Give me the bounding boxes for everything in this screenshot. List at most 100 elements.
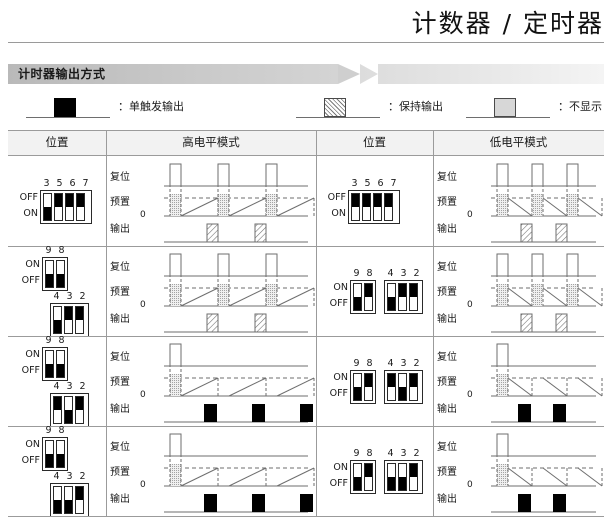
dip-switch-4[interactable] bbox=[387, 463, 396, 491]
dip-knob bbox=[76, 397, 83, 410]
waveform-label-preset: 预置 bbox=[437, 467, 457, 478]
dip-switch-7[interactable] bbox=[76, 193, 85, 221]
legend: ：单触发输出 ：保持输出 ：不显示 bbox=[8, 92, 604, 122]
dip-number: 2 bbox=[413, 448, 420, 459]
dip-switch-4[interactable] bbox=[53, 486, 62, 514]
dip-knob bbox=[410, 464, 417, 477]
dip-body bbox=[50, 483, 89, 517]
waveform-zero-marker: 0 bbox=[467, 390, 473, 400]
dip-switch-2[interactable] bbox=[409, 463, 418, 491]
dip-switch-4[interactable] bbox=[387, 283, 396, 311]
dip-label-bottom: OFF bbox=[21, 455, 40, 466]
dip-switch-8[interactable] bbox=[56, 440, 65, 468]
dip-switch-9[interactable] bbox=[353, 283, 362, 311]
dip-switch-3[interactable] bbox=[398, 373, 407, 401]
dip-switch-5[interactable] bbox=[54, 193, 63, 221]
dip-number: 3 bbox=[66, 381, 73, 392]
row-divider bbox=[106, 426, 107, 516]
dip-switch-7[interactable] bbox=[384, 193, 393, 221]
dip-switch-9[interactable] bbox=[45, 440, 54, 468]
dip-switch-8[interactable] bbox=[56, 350, 65, 378]
dip-switch-2[interactable] bbox=[75, 306, 84, 334]
dip-switch-3[interactable] bbox=[64, 486, 73, 514]
dip-switch-3[interactable] bbox=[398, 463, 407, 491]
row-divider bbox=[106, 246, 107, 336]
waveform-zero-marker: 0 bbox=[140, 480, 146, 490]
low-r1-dip-assembly: ON OFF 9 8 4 3 2 bbox=[330, 268, 423, 314]
waveform-label-reset: 复位 bbox=[110, 172, 130, 183]
waveform-cell-high: 复位 预置 输出 0 bbox=[106, 336, 316, 426]
dip-knob bbox=[374, 194, 381, 207]
dip-body bbox=[384, 280, 423, 314]
waveform-zero-marker: 0 bbox=[467, 300, 473, 310]
dip-switch-5[interactable] bbox=[362, 193, 371, 221]
low-r2-dip-state-labels: ON OFF bbox=[324, 370, 348, 402]
dip-number: 3 bbox=[351, 178, 358, 189]
dip-knob bbox=[365, 284, 372, 297]
dip-switch-3[interactable] bbox=[64, 396, 73, 424]
waveform-label-preset: 预置 bbox=[110, 197, 130, 208]
dip-number: 4 bbox=[53, 291, 60, 302]
waveform-labels: 复位 预置 输出 bbox=[110, 426, 138, 516]
dip-label-top: ON bbox=[25, 439, 40, 450]
dip-body bbox=[350, 460, 376, 494]
dip-number: 7 bbox=[390, 178, 397, 189]
dip-label-top: OFF bbox=[19, 192, 38, 203]
dip-switch-9[interactable] bbox=[45, 260, 54, 288]
legend-label: ：不显示 bbox=[558, 100, 602, 113]
position-cell-high: ON OFF 9 8 4 3 2 bbox=[8, 245, 106, 337]
high-r2-waveform bbox=[164, 343, 315, 423]
waveform-label-output: 输出 bbox=[437, 224, 457, 235]
dip-switch-8[interactable] bbox=[56, 260, 65, 288]
dip-switch-4[interactable] bbox=[53, 306, 62, 334]
dip-switch-6[interactable] bbox=[373, 193, 382, 221]
dip-switch-2[interactable] bbox=[409, 283, 418, 311]
dip-switch-3[interactable] bbox=[351, 193, 360, 221]
waveform-labels: 复位 预置 输出 bbox=[437, 156, 465, 246]
high-r1-dip-state-labels: ON OFF bbox=[16, 257, 40, 289]
dip-number: 3 bbox=[400, 268, 407, 279]
table-row: ON OFF 9 8 4 3 2 复位 预置 输出 0 ON OFF 9 8 4 3 2 复位 预置 输出 0 bbox=[8, 425, 604, 517]
dip-switch-6[interactable] bbox=[65, 193, 74, 221]
dip-switch-3[interactable] bbox=[398, 283, 407, 311]
row-divider bbox=[316, 246, 317, 336]
dip-switch-2[interactable] bbox=[75, 396, 84, 424]
waveform-zero-marker: 0 bbox=[140, 300, 146, 310]
dip-switch-3[interactable] bbox=[64, 306, 73, 334]
dip-knob bbox=[54, 320, 61, 333]
row-divider bbox=[433, 156, 434, 246]
dip-body bbox=[50, 393, 89, 427]
dip-switch-9[interactable] bbox=[353, 463, 362, 491]
dip-switch-9[interactable] bbox=[45, 350, 54, 378]
dip-number: 9 bbox=[353, 448, 360, 459]
dip-number: 6 bbox=[377, 178, 384, 189]
dip-switch-8[interactable] bbox=[364, 373, 373, 401]
dip-switch-4[interactable] bbox=[53, 396, 62, 424]
output-mode-table: 位置 高电平模式 位置 低电平模式 OFF ON 3 5 6 7 复位 预置 输出 0 OFF ON 3 5 6 7 复… bbox=[8, 130, 604, 517]
dip-knob bbox=[410, 284, 417, 297]
table-header-row bbox=[8, 130, 604, 156]
dip-knob bbox=[55, 194, 62, 207]
low-r2-waveform bbox=[491, 343, 603, 423]
dip-switch-8[interactable] bbox=[364, 463, 373, 491]
dip-switch-3[interactable] bbox=[43, 193, 52, 221]
dip-switch-4[interactable] bbox=[387, 373, 396, 401]
high-r1-dip-assembly: ON OFF 9 8 4 3 2 bbox=[22, 245, 106, 337]
dip-switch-2[interactable] bbox=[75, 486, 84, 514]
waveform-labels: 复位 预置 输出 bbox=[110, 156, 138, 246]
waveform-label-reset: 复位 bbox=[437, 352, 457, 363]
dip-switch-8[interactable] bbox=[364, 283, 373, 311]
row-separator bbox=[8, 336, 604, 337]
waveform-label-output: 输出 bbox=[110, 314, 130, 325]
dip-switch-2[interactable] bbox=[409, 373, 418, 401]
dip-knob bbox=[65, 307, 72, 320]
dip-knob bbox=[44, 207, 51, 220]
waveform-labels: 复位 预置 输出 bbox=[437, 246, 465, 336]
dip-switch-9[interactable] bbox=[353, 373, 362, 401]
dip-body bbox=[348, 190, 400, 224]
dip-number: 4 bbox=[387, 268, 394, 279]
